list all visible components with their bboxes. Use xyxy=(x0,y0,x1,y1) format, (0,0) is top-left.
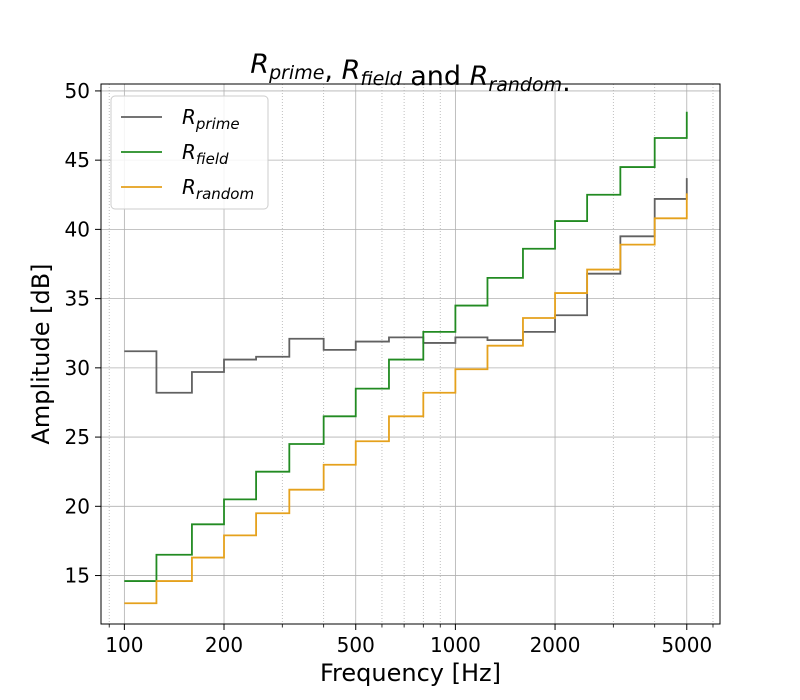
x-tick-label: 100 xyxy=(105,633,143,657)
y-tick-label: 50 xyxy=(65,79,90,103)
x-tick-label: 1000 xyxy=(430,633,481,657)
y-axis-label: Amplitude [dB] xyxy=(27,263,55,444)
y-tick-label: 20 xyxy=(65,494,90,518)
title-symbol: R xyxy=(470,61,489,92)
series-line-field xyxy=(124,111,688,582)
chart-title: Rprime, Rfield and Rrandom. xyxy=(250,49,570,98)
legend: Rprime Rfield Rrandom xyxy=(110,95,269,210)
series-line-random xyxy=(124,193,688,605)
y-tick-label: 35 xyxy=(65,287,90,311)
legend-box xyxy=(110,95,269,210)
title-subscript: field xyxy=(360,68,402,90)
y-tick-label: 45 xyxy=(65,148,90,172)
series-layer xyxy=(124,111,688,605)
title-symbol: R xyxy=(342,55,361,86)
y-tick-label: 25 xyxy=(65,425,90,449)
x-axis-label: Frequency [Hz] xyxy=(320,659,501,687)
legend-label-field: Rfield xyxy=(182,140,229,168)
title-symbol: R xyxy=(250,49,269,80)
series-line-prime xyxy=(124,178,688,394)
y-tick-label: 40 xyxy=(65,217,90,241)
title-subscript: prime xyxy=(268,62,324,84)
title-text: and xyxy=(402,61,470,92)
plot-area-frame xyxy=(100,83,721,625)
x-tick-label: 500 xyxy=(337,633,375,657)
x-tick-label: 2000 xyxy=(530,633,581,657)
legend-label-prime: Rprime xyxy=(182,105,240,133)
x-tick-label: 200 xyxy=(205,633,243,657)
legend-label-random: Rrandom xyxy=(182,175,254,203)
title-text: . xyxy=(562,67,571,98)
y-tick-label: 30 xyxy=(65,356,90,380)
x-tick-label: 5000 xyxy=(661,633,712,657)
title-text: , xyxy=(324,55,341,86)
title-subscript: random xyxy=(488,74,562,96)
axis-ticks: 100 200 500 1000 2000 5000 15 20 25 30 35 40 45 50 xyxy=(65,79,714,657)
y-tick-label: 15 xyxy=(65,564,90,588)
